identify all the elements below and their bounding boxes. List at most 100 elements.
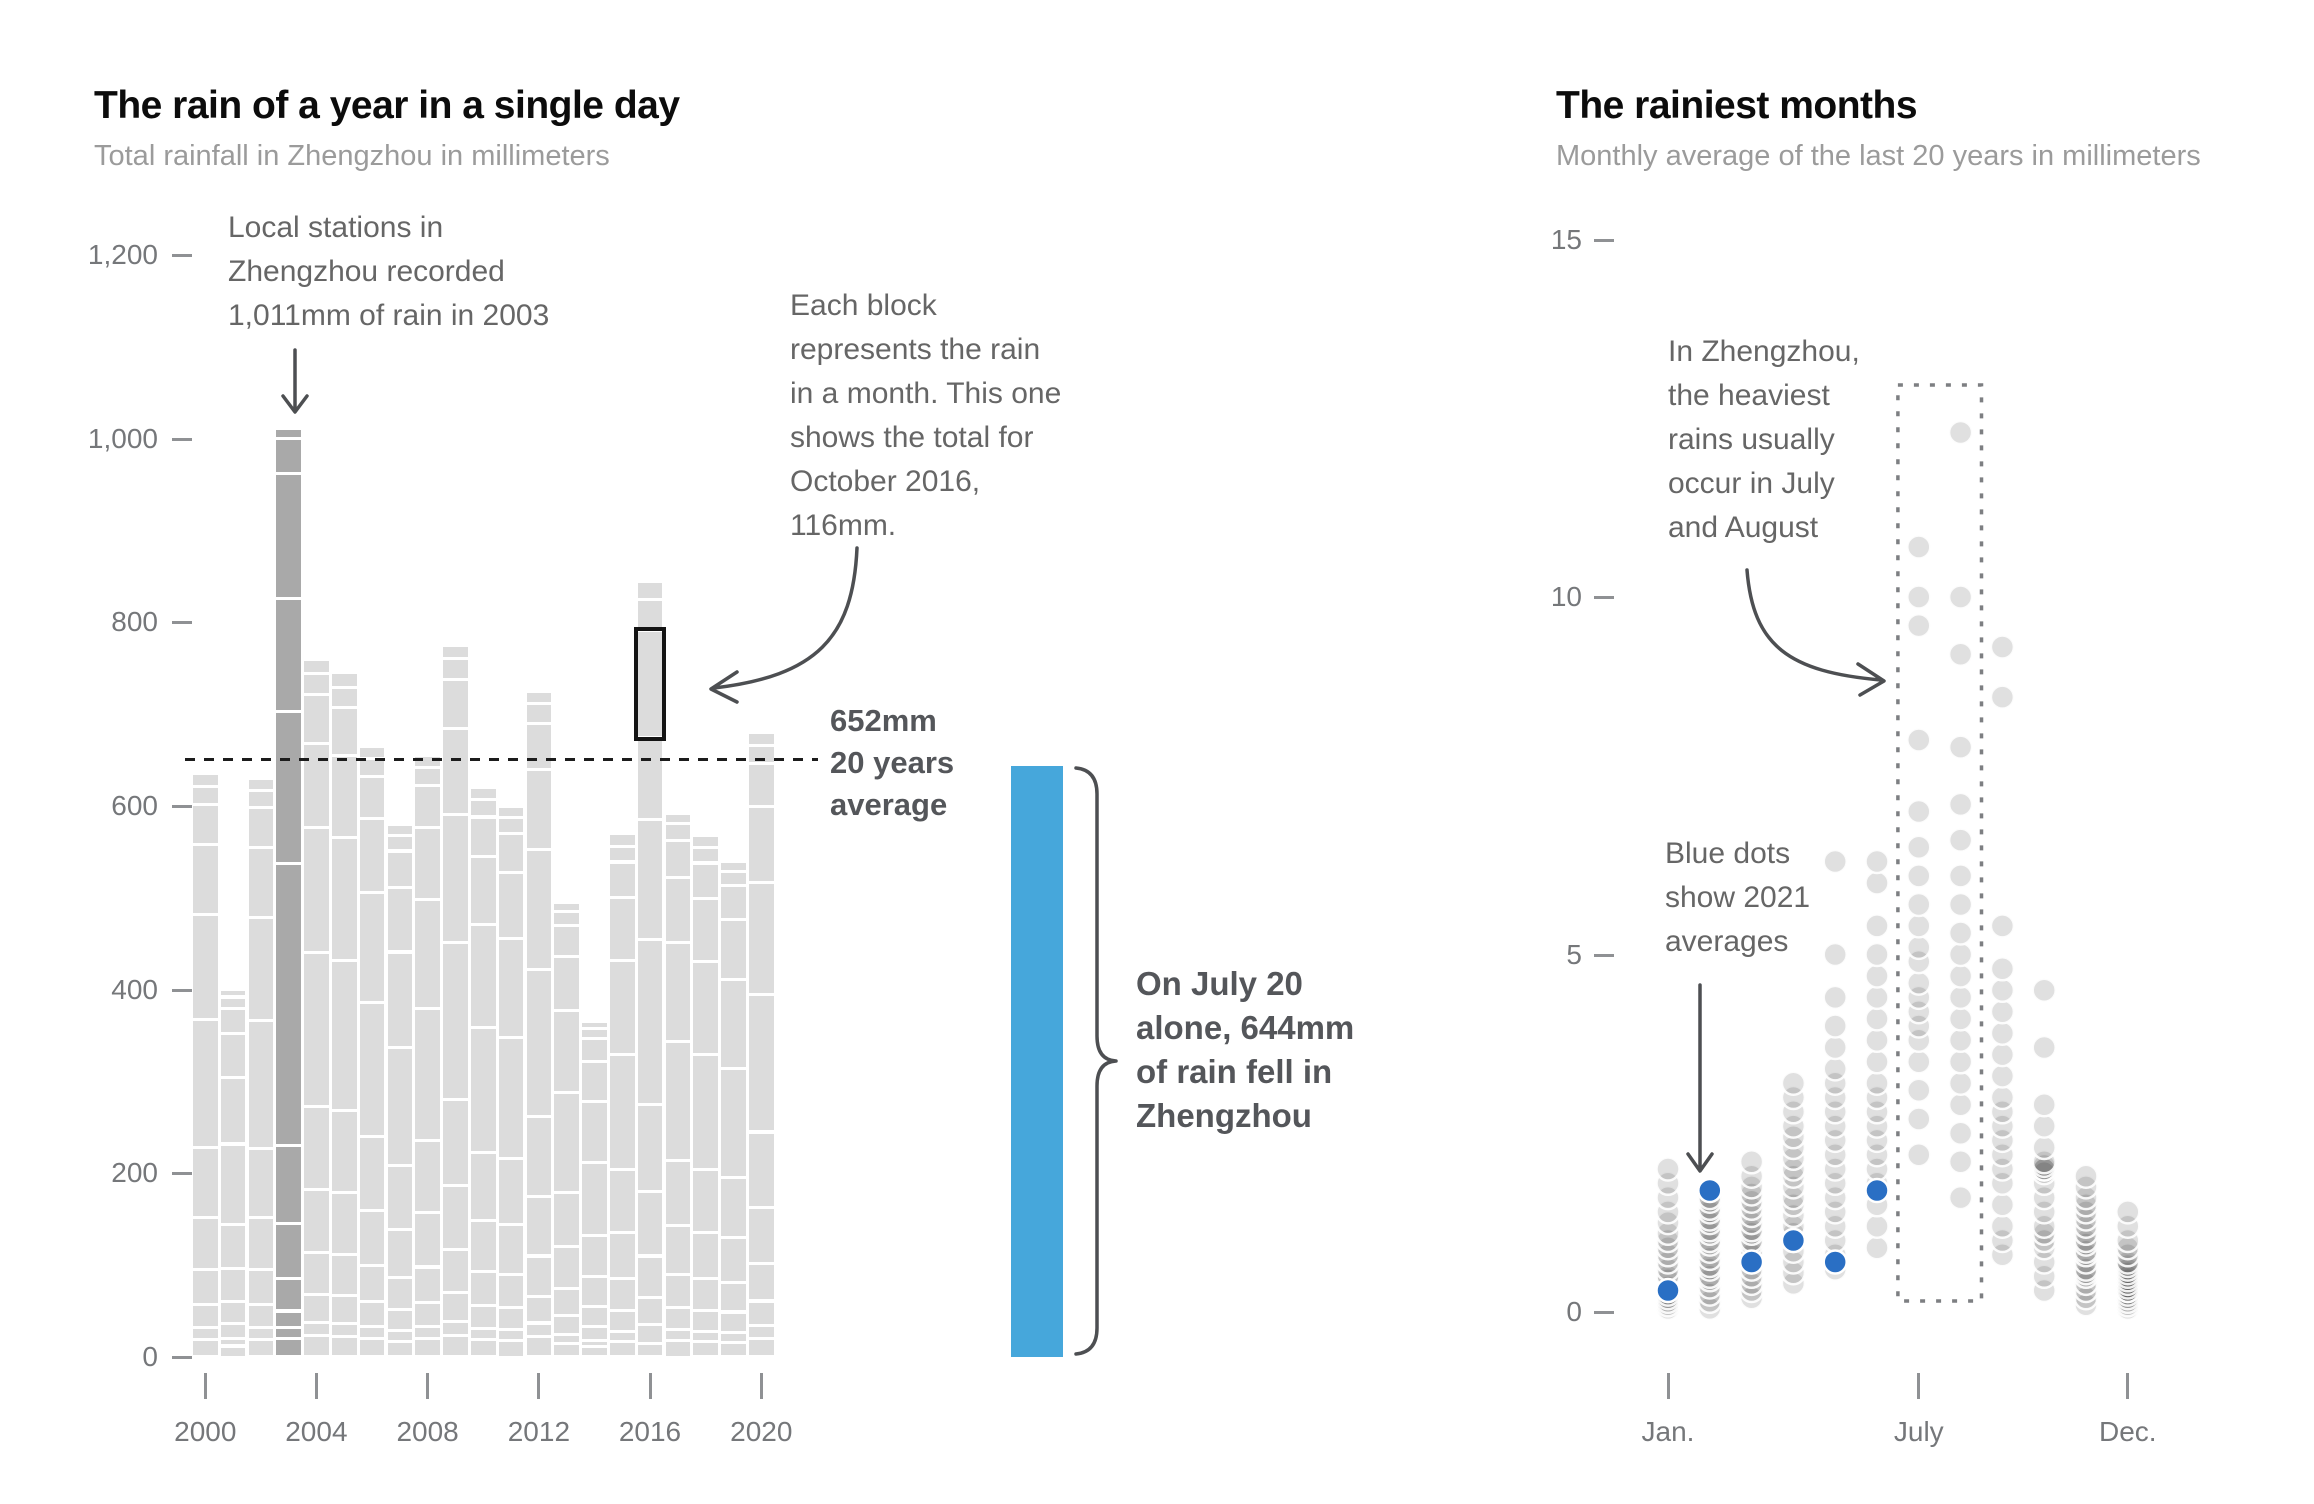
brace-july20 bbox=[1074, 766, 1118, 1356]
left-xtick-2016 bbox=[648, 1373, 652, 1399]
block-2013-m6 bbox=[554, 1194, 579, 1246]
gray-dot-Jan-10 bbox=[1655, 1249, 1681, 1275]
gray-dot-Sep-12 bbox=[1989, 1041, 2016, 1068]
block-2017-m6 bbox=[665, 1162, 691, 1225]
right-ytick-dash-0 bbox=[1594, 1311, 1614, 1314]
block-2011-m9 bbox=[498, 873, 524, 937]
gray-dot-Apr-11 bbox=[1780, 1163, 1807, 1189]
gray-dot-Sep-0 bbox=[1989, 1242, 2016, 1268]
gray-dot-Oct-3 bbox=[2031, 1234, 2057, 1261]
gray-dot-Oct-14 bbox=[2031, 1149, 2057, 1175]
block-2009-m3 bbox=[443, 1294, 468, 1320]
gray-dot-Jun-4 bbox=[1864, 1156, 1890, 1182]
right-chart-subtitle: Monthly average of the last 20 years in … bbox=[1556, 140, 2201, 172]
gray-dot-Oct-0 bbox=[2031, 1277, 2057, 1304]
left-ytick-600: 600 bbox=[111, 790, 158, 821]
left-xtick-label-2004: 2004 bbox=[285, 1416, 348, 1447]
block-2019-m3 bbox=[721, 1313, 746, 1331]
gray-dot-May-8 bbox=[1822, 1141, 1848, 1168]
gray-dot-Apr-10 bbox=[1780, 1174, 1807, 1200]
gray-dot-Feb-14 bbox=[1697, 1209, 1723, 1236]
block-2019-m12 bbox=[721, 862, 746, 870]
block-2006-m2 bbox=[359, 1328, 385, 1338]
block-2018-m5 bbox=[693, 1233, 718, 1278]
block-2012-m9 bbox=[526, 770, 552, 848]
block-2014-m2 bbox=[582, 1342, 607, 1346]
block-2002-m11 bbox=[248, 791, 274, 807]
block-2003-m2 bbox=[276, 1329, 301, 1338]
left-xtick-2020 bbox=[759, 1373, 763, 1399]
block-2020-m7 bbox=[749, 995, 774, 1131]
block-2015-m9 bbox=[610, 899, 635, 959]
left-xtick-2004 bbox=[314, 1373, 318, 1399]
block-2005-m3 bbox=[332, 1297, 357, 1322]
gray-dot-Oct-15 bbox=[2031, 1134, 2057, 1161]
block-2005-m2 bbox=[332, 1324, 357, 1336]
gray-dot-Oct-4 bbox=[2031, 1227, 2057, 1254]
gray-dot-Jun-10 bbox=[1864, 1070, 1890, 1096]
block-2014-m4 bbox=[582, 1308, 607, 1326]
gray-dot-Dec-15 bbox=[2115, 1242, 2141, 1268]
block-2016-m1 bbox=[637, 1344, 663, 1356]
gray-dot-Jul-7 bbox=[1906, 984, 1932, 1011]
block-2019-m1 bbox=[721, 1343, 746, 1356]
gray-dot-Jul-12 bbox=[1906, 891, 1932, 918]
gray-dot-Dec-2 bbox=[2115, 1288, 2141, 1315]
block-2002-m4 bbox=[248, 1271, 274, 1304]
gray-dot-Mar-3 bbox=[1738, 1263, 1765, 1290]
gray-dot-Aug-13 bbox=[1947, 863, 1974, 889]
blue-2021-dot-Mar bbox=[1738, 1249, 1765, 1275]
block-2001-m7 bbox=[220, 1145, 246, 1224]
block-2004-m4 bbox=[304, 1253, 329, 1293]
gray-dot-Sep-4 bbox=[1989, 1170, 2016, 1197]
right-xtick-July bbox=[1917, 1373, 1921, 1399]
block-2003-m8 bbox=[276, 712, 301, 863]
right-ytick-dash-5 bbox=[1594, 953, 1614, 957]
gray-dot-Jan-16 bbox=[1655, 1199, 1681, 1225]
gray-dot-Feb-11 bbox=[1697, 1227, 1723, 1254]
block-2010-m1 bbox=[471, 1341, 496, 1356]
block-2015-m1 bbox=[610, 1342, 635, 1356]
block-2001-m9 bbox=[220, 1035, 246, 1077]
blue-2021-dot-Jan bbox=[1655, 1277, 1681, 1304]
gray-dot-May-14 bbox=[1822, 1056, 1848, 1082]
gray-dot-May-17 bbox=[1822, 984, 1848, 1011]
gray-dot-Dec-19 bbox=[2115, 1199, 2141, 1225]
gray-dot-Jun-6 bbox=[1864, 1127, 1890, 1154]
gray-dot-Jun-17 bbox=[1864, 913, 1890, 939]
block-2014-m3 bbox=[582, 1328, 607, 1339]
block-2020-m3 bbox=[749, 1302, 774, 1325]
block-2008-m3 bbox=[415, 1304, 440, 1326]
gray-dot-Jul-6 bbox=[1906, 998, 1932, 1025]
gray-dot-Jul-5 bbox=[1906, 1013, 1932, 1039]
block-2006-m8 bbox=[359, 893, 385, 1001]
block-2011-m11 bbox=[498, 818, 524, 832]
gray-dot-Jan-13 bbox=[1655, 1227, 1681, 1254]
gray-dot-Jul-9 bbox=[1906, 948, 1932, 975]
block-2010-m7 bbox=[471, 1028, 496, 1151]
highlight-october-2016-block bbox=[633, 626, 667, 742]
left-ytick-dash-600 bbox=[172, 805, 192, 808]
block-2010-m2 bbox=[471, 1330, 496, 1338]
gray-dot-Jul-1 bbox=[1906, 1106, 1932, 1132]
left-xtick-2008 bbox=[426, 1373, 430, 1399]
block-2004-m6 bbox=[304, 1107, 329, 1189]
gray-dot-Feb-5 bbox=[1697, 1263, 1723, 1290]
block-2020-m5 bbox=[749, 1208, 774, 1262]
block-2008-m8 bbox=[415, 901, 440, 1007]
gray-dot-Nov-17 bbox=[2073, 1184, 2099, 1211]
block-2009-m10 bbox=[443, 680, 468, 728]
block-2010-m3 bbox=[471, 1307, 496, 1328]
gray-dot-Apr-16 bbox=[1780, 1113, 1807, 1139]
gray-dot-Aug-6 bbox=[1947, 1027, 1974, 1054]
gray-dot-Jun-11 bbox=[1864, 1049, 1890, 1075]
block-2015-m5 bbox=[610, 1233, 635, 1278]
gray-dot-Feb-18 bbox=[1697, 1188, 1723, 1214]
gray-dot-Aug-18 bbox=[1947, 584, 1974, 610]
block-2003-m6 bbox=[276, 1147, 301, 1223]
gray-dot-Jan-9 bbox=[1655, 1256, 1681, 1282]
block-2012-m1 bbox=[526, 1338, 552, 1356]
block-2014-m8 bbox=[582, 1103, 607, 1161]
gray-dot-Feb-6 bbox=[1697, 1256, 1723, 1282]
block-2008-m9 bbox=[415, 828, 440, 899]
